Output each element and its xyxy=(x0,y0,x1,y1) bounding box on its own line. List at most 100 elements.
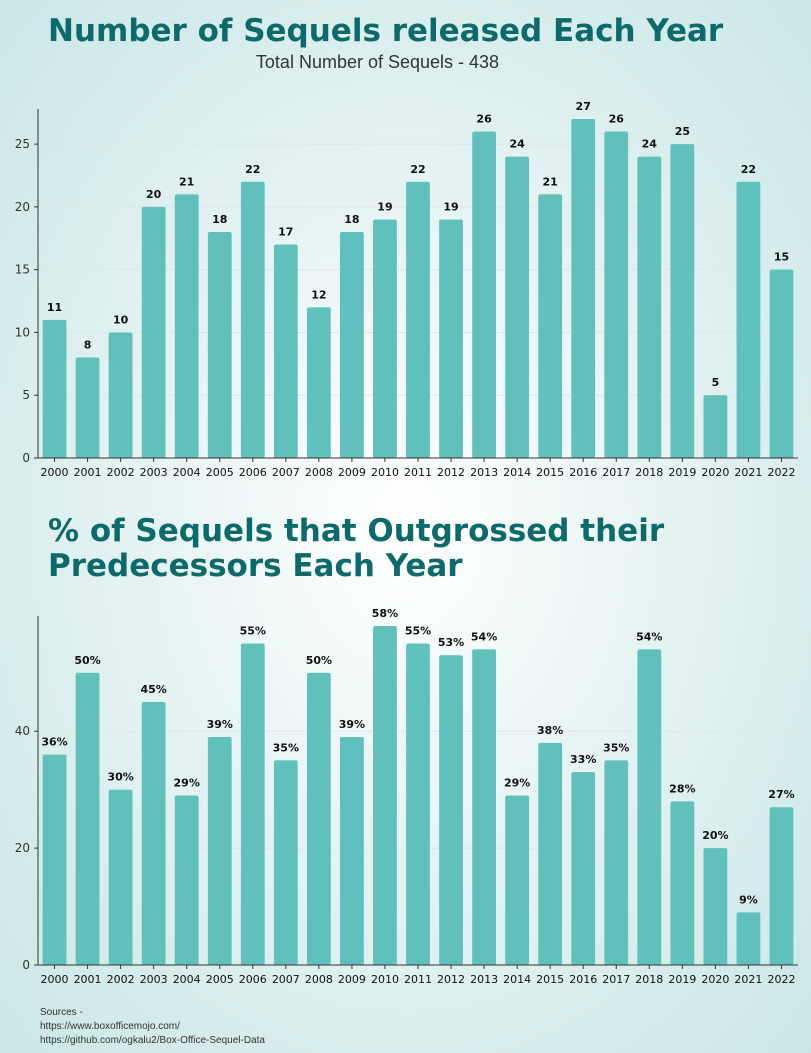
bar-2016 xyxy=(571,772,596,965)
x-tick-label-2006: 2006 xyxy=(239,466,267,479)
x-tick-label-2012: 2012 xyxy=(437,466,465,479)
chart-1-subtitle: Total Number of Sequels - 438 xyxy=(255,52,500,72)
data-label-2020: 5 xyxy=(712,376,720,389)
bar-2007 xyxy=(273,760,298,965)
bar-2010 xyxy=(373,219,397,458)
data-label-2005: 18 xyxy=(212,213,227,226)
x-tick-label-2018: 2018 xyxy=(635,973,663,986)
data-label-2000: 11 xyxy=(47,301,62,314)
data-label-2003: 45% xyxy=(140,683,166,696)
data-label-2004: 21 xyxy=(179,175,194,188)
bar-2012 xyxy=(439,655,463,965)
bar-2012 xyxy=(439,219,463,458)
bar-2018 xyxy=(637,649,662,965)
x-tick-label-2000: 2000 xyxy=(41,466,69,479)
y-tick-label: 20 xyxy=(15,200,30,214)
data-label-2013: 26 xyxy=(476,113,492,126)
bar-2013 xyxy=(472,131,496,459)
x-tick-label-2003: 2003 xyxy=(140,973,168,986)
data-label-2022: 27% xyxy=(768,788,794,801)
bar-2009 xyxy=(340,737,364,965)
x-tick-label-2005: 2005 xyxy=(206,973,234,986)
x-tick-label-2011: 2011 xyxy=(404,973,432,986)
y-tick-label: 15 xyxy=(15,263,30,277)
bar-2004 xyxy=(174,194,199,458)
x-tick-label-2021: 2021 xyxy=(734,466,762,479)
data-label-2000: 36% xyxy=(41,736,67,749)
bar-2000 xyxy=(42,319,67,458)
data-label-2008: 12 xyxy=(311,288,326,301)
x-tick-label-2019: 2019 xyxy=(668,466,696,479)
bar-2021 xyxy=(736,912,761,965)
x-tick-label-2013: 2013 xyxy=(470,466,498,479)
data-label-2010: 19 xyxy=(377,200,392,213)
source-link-github[interactable]: https://github.com/ogkalu2/Box-Office-Se… xyxy=(40,1035,265,1046)
x-tick-label-2001: 2001 xyxy=(74,973,102,986)
bar-2004 xyxy=(174,795,199,965)
bar-2001 xyxy=(75,357,100,458)
x-tick-label-2022: 2022 xyxy=(767,973,795,986)
x-tick-label-2004: 2004 xyxy=(173,466,201,479)
data-label-2020: 20% xyxy=(702,829,728,842)
bar-2022 xyxy=(769,269,794,458)
chart-2-title: % of Sequels that Outgrossed their Prede… xyxy=(48,513,665,584)
x-tick-label-2007: 2007 xyxy=(272,466,300,479)
x-tick-label-2000: 2000 xyxy=(41,973,69,986)
data-label-2006: 22 xyxy=(245,163,260,176)
x-tick-label-2019: 2019 xyxy=(668,973,696,986)
bar-2022 xyxy=(769,807,794,965)
data-label-2017: 26 xyxy=(609,113,625,126)
bar-2009 xyxy=(340,232,364,458)
bar-2017 xyxy=(604,760,629,965)
data-label-2016: 27 xyxy=(576,100,591,113)
x-tick-label-2014: 2014 xyxy=(503,466,531,479)
x-tick-label-2021: 2021 xyxy=(734,973,762,986)
data-label-2014: 29% xyxy=(504,777,530,790)
bar-2007 xyxy=(273,244,298,458)
bar-2014 xyxy=(505,156,530,458)
data-label-2010: 58% xyxy=(372,607,398,620)
data-label-2001: 50% xyxy=(74,654,100,667)
y-tick-label: 10 xyxy=(15,325,30,339)
bar-2016 xyxy=(571,119,596,458)
bar-2006 xyxy=(240,643,265,965)
bar-2005 xyxy=(207,232,232,458)
bar-2010 xyxy=(373,626,397,965)
bar-2015 xyxy=(538,742,563,965)
data-label-2006: 55% xyxy=(240,625,266,638)
data-label-2011: 22 xyxy=(410,163,425,176)
bar-2018 xyxy=(637,156,662,458)
source-link-boxofficemojo[interactable]: https://www.boxofficemojo.com/ xyxy=(40,1021,180,1032)
data-label-2009: 39% xyxy=(339,718,365,731)
x-tick-label-2020: 2020 xyxy=(701,466,729,479)
bar-2011 xyxy=(406,181,430,458)
y-tick-label: 5 xyxy=(22,388,30,402)
x-tick-label-2012: 2012 xyxy=(437,973,465,986)
x-tick-label-2010: 2010 xyxy=(371,466,399,479)
bar-2017 xyxy=(604,131,629,459)
x-tick-label-2016: 2016 xyxy=(569,973,597,986)
bar-2008 xyxy=(306,307,331,458)
bar-2011 xyxy=(406,643,430,965)
x-tick-label-2014: 2014 xyxy=(503,973,531,986)
x-tick-label-2009: 2009 xyxy=(338,973,366,986)
data-label-2018: 24 xyxy=(642,138,658,151)
x-tick-label-2007: 2007 xyxy=(272,973,300,986)
chart-2: 0 20 40 36% 2000 50% 2001 30% 2002 45% 2003 29% 2004… xyxy=(15,607,798,986)
x-tick-label-2002: 2002 xyxy=(107,973,135,986)
bar-2003 xyxy=(141,206,166,458)
data-label-2022: 15 xyxy=(774,251,789,264)
bar-2013 xyxy=(472,649,496,965)
x-tick-label-2006: 2006 xyxy=(239,973,267,986)
data-label-2014: 24 xyxy=(509,138,525,151)
data-label-2001: 8 xyxy=(84,339,92,352)
bar-2020 xyxy=(703,848,728,965)
data-label-2019: 25 xyxy=(675,125,690,138)
bar-2021 xyxy=(736,181,761,458)
data-label-2003: 20 xyxy=(146,188,162,201)
x-tick-label-2022: 2022 xyxy=(767,466,795,479)
x-tick-label-2018: 2018 xyxy=(635,466,663,479)
data-label-2019: 28% xyxy=(669,782,695,795)
x-tick-label-2009: 2009 xyxy=(338,466,366,479)
data-label-2002: 30% xyxy=(107,771,133,784)
